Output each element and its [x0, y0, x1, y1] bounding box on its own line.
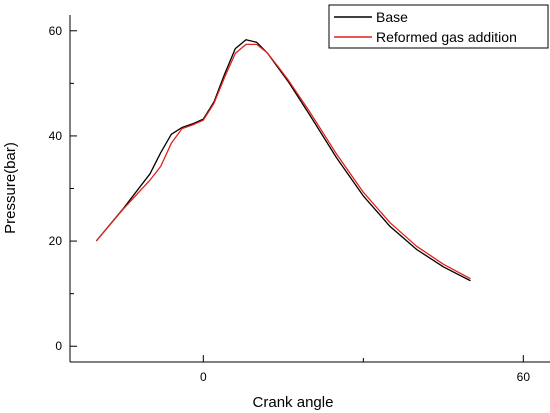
x-axis-label: Crank angle — [253, 394, 334, 411]
series-layer — [96, 39, 471, 282]
legend-label-reformed-gas-addition: Reformed gas addition — [376, 29, 517, 45]
y-tick-label-20: 20 — [49, 234, 63, 248]
y-axis-ticks: 0 20 40 60 — [49, 24, 77, 353]
y-axis-label: Pressure(bar) — [2, 142, 19, 234]
x-axis-ticks: 0 60 — [200, 355, 530, 384]
y-tick-label-0: 0 — [55, 339, 62, 353]
series-line-base — [96, 39, 471, 282]
y-tick-label-60: 60 — [49, 24, 63, 38]
x-tick-label-60: 60 — [517, 370, 531, 384]
legend-label-base: Base — [376, 9, 408, 25]
legend-box — [328, 4, 549, 49]
legend: Base Reformed gas addition — [328, 4, 549, 49]
series-line-reformed-gas-addition — [96, 43, 471, 280]
x-tick-label-0: 0 — [200, 370, 207, 384]
y-tick-label-40: 40 — [49, 129, 63, 143]
